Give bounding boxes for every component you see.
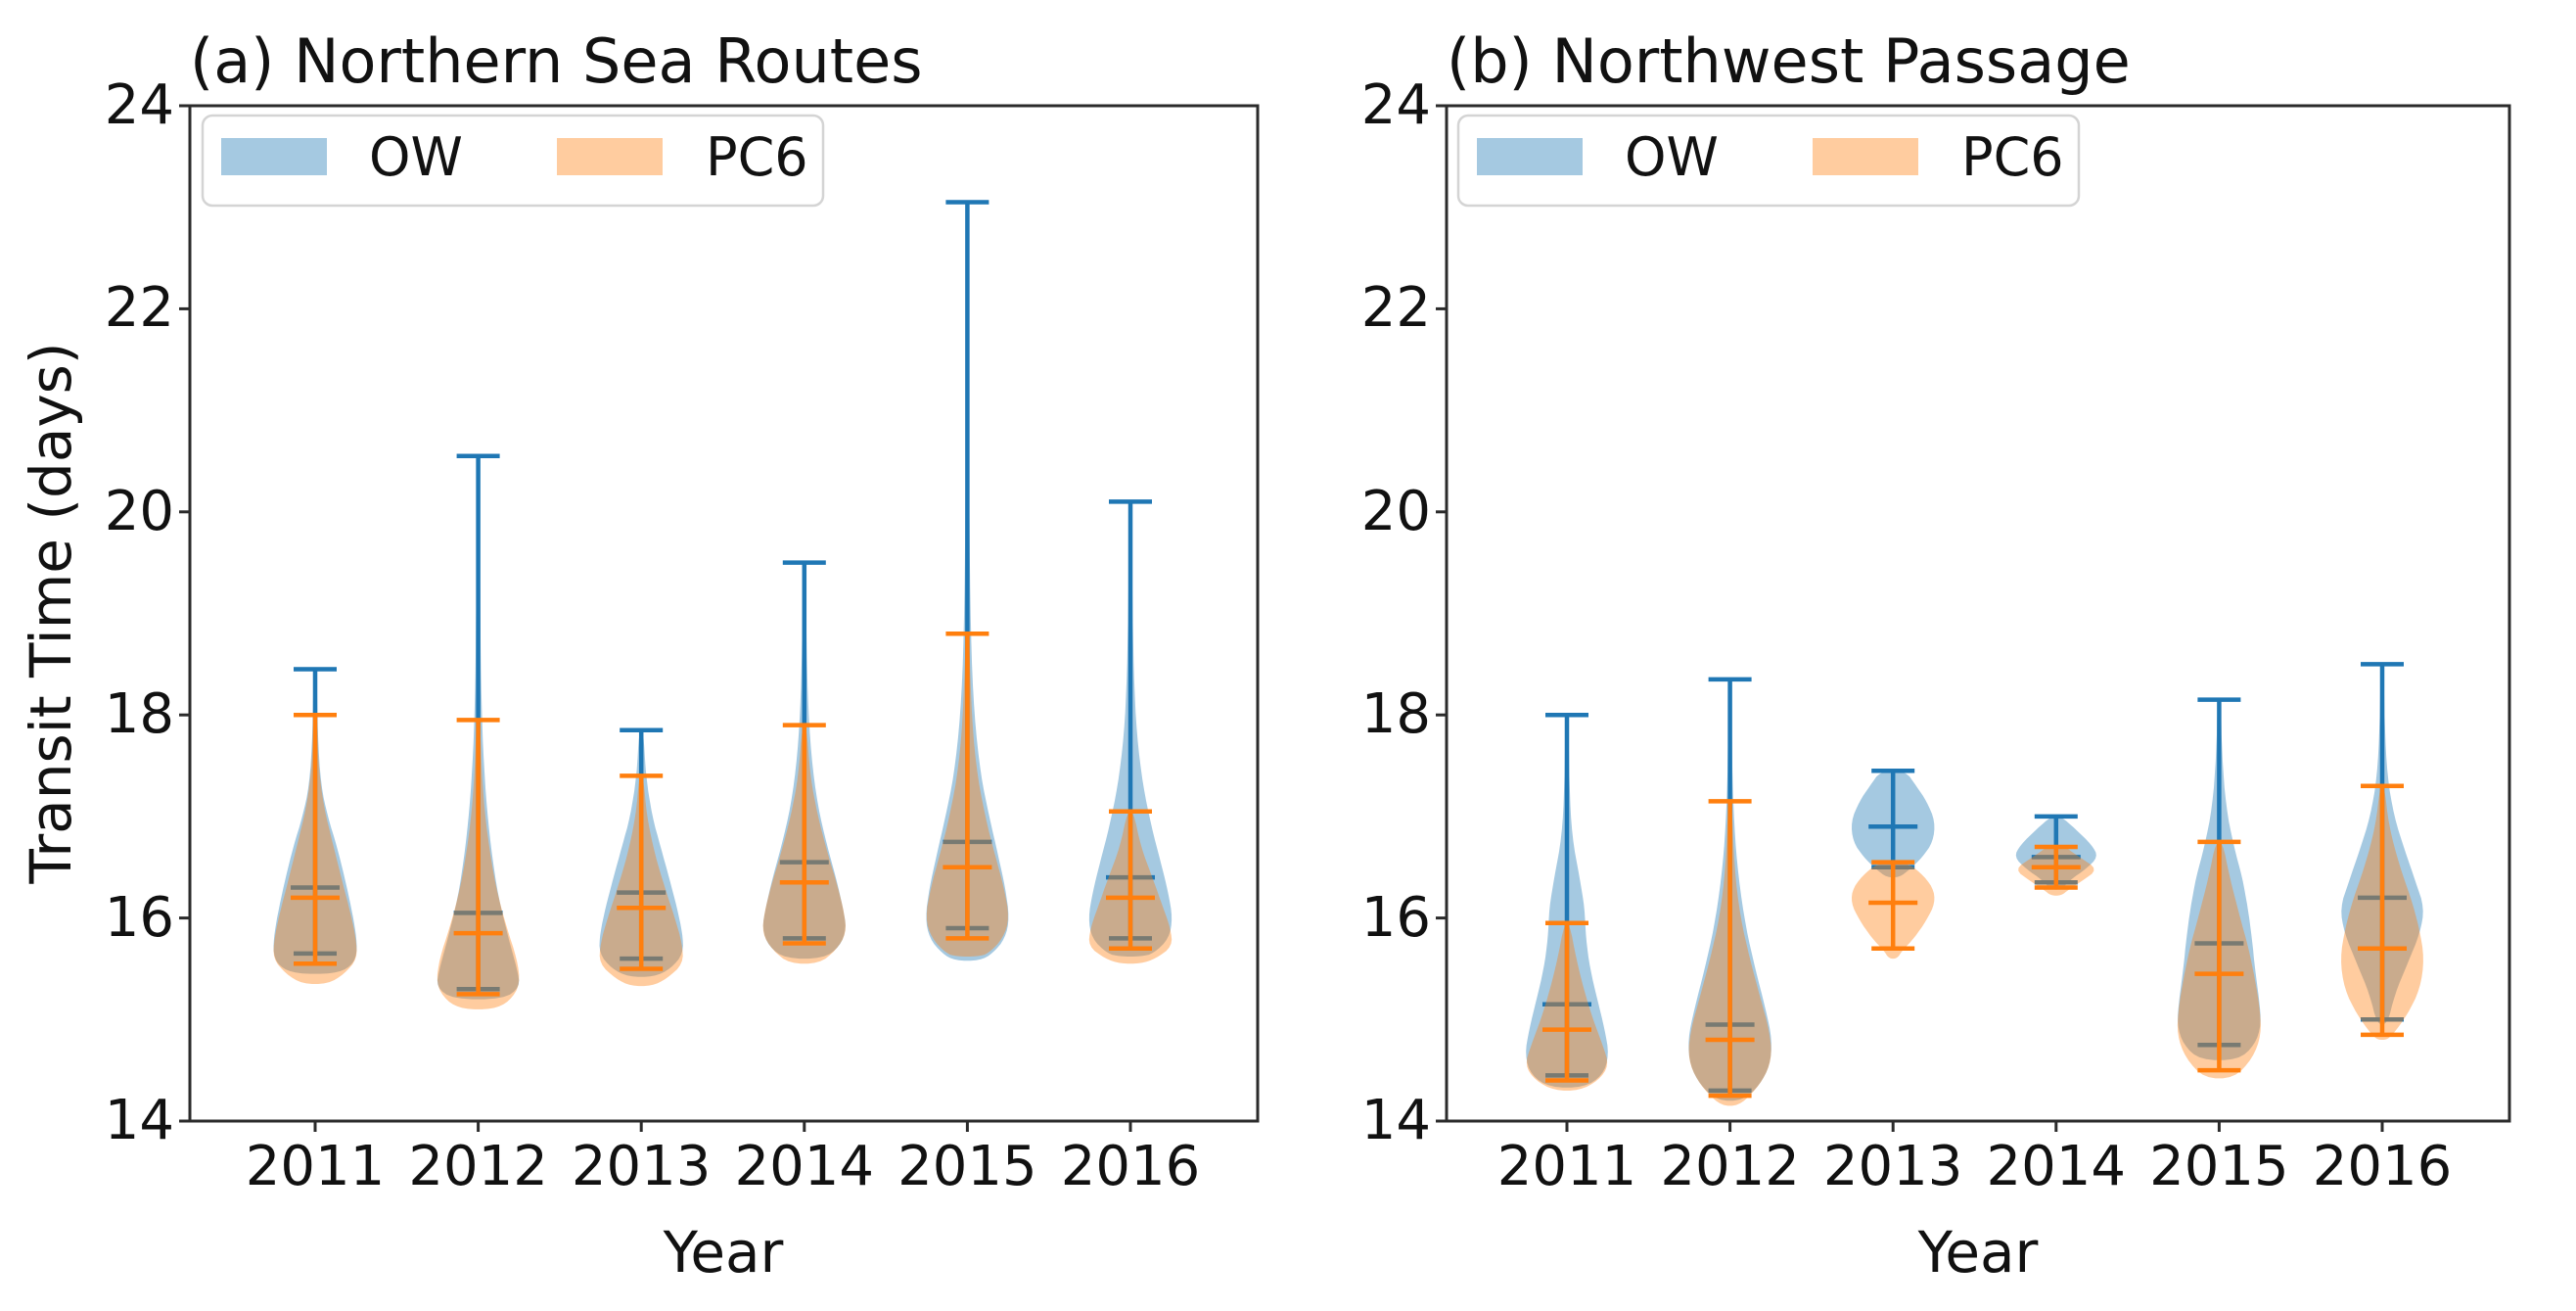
y-tick-label: 24 [1360, 73, 1431, 137]
x-tick-label: 2016 [1060, 1135, 1201, 1198]
stats-pc6-2013 [617, 773, 667, 971]
stats-pc6-2014 [779, 723, 829, 946]
stats-pc6-2013 [1868, 860, 1918, 951]
stats-pc6-2016 [1106, 809, 1155, 951]
legend-b [1456, 114, 2081, 208]
y-tick-label: 24 [104, 73, 174, 137]
stats-pc6-2011 [1542, 920, 1591, 1083]
stats-pc6-2014 [2031, 844, 2081, 890]
x-tick-label: 2013 [571, 1135, 712, 1198]
panel-a [179, 104, 1260, 1132]
stats-pc6-2015 [2194, 839, 2244, 1073]
x-tick-label: 2014 [1986, 1135, 2127, 1198]
stats-pc6-2011 [291, 712, 340, 966]
stats-pc6-2012 [453, 718, 503, 997]
x-tick-label: 2012 [408, 1135, 548, 1198]
legend-b-label-ow: OW [1625, 126, 1719, 188]
x-tick-label: 2013 [1822, 1135, 1963, 1198]
legend-b-label-pc6: PC6 [1961, 126, 2064, 188]
legend-frame [201, 114, 825, 208]
stats-pc6-2012 [1705, 799, 1755, 1099]
legend-a-label-ow: OW [369, 126, 463, 188]
y-tick-label: 22 [1360, 276, 1431, 341]
y-tick-label: 14 [1360, 1089, 1431, 1152]
legend-frame [1456, 114, 2081, 208]
axes-frame [1445, 104, 2511, 1123]
legend-swatch-pc6 [1813, 138, 1918, 175]
x-tick-label: 2011 [1496, 1135, 1637, 1198]
y-tick-label: 18 [1360, 682, 1431, 747]
x-tick-label: 2014 [734, 1135, 875, 1198]
legend-swatch-ow [221, 138, 327, 175]
axes-frame [188, 104, 1260, 1123]
y-tick-label: 14 [104, 1089, 174, 1152]
legend-a [201, 114, 825, 208]
x-tick-label: 2015 [897, 1135, 1037, 1198]
y-axis-label: Transit Time (days) [18, 342, 84, 884]
stats-pc6-2016 [2358, 783, 2407, 1038]
y-tick-label: 20 [1360, 479, 1431, 543]
y-tick-label: 16 [1360, 885, 1431, 950]
panel-b [1436, 104, 2511, 1132]
legend-swatch-ow [1477, 138, 1583, 175]
y-tick-label: 22 [104, 276, 174, 341]
panel-b-title: (b) Northwest Passage [1447, 25, 2131, 97]
legend-swatch-pc6 [557, 138, 663, 175]
x-tick-label: 2011 [245, 1135, 386, 1198]
panel-a-xlabel: Year [663, 1219, 784, 1286]
x-tick-label: 2015 [2149, 1135, 2289, 1198]
panel-b-xlabel: Year [1917, 1219, 2039, 1286]
y-tick-label: 20 [104, 479, 174, 543]
legend-a-label-pc6: PC6 [706, 126, 808, 188]
stats-pc6-2015 [943, 631, 992, 941]
x-tick-label: 2016 [2312, 1135, 2453, 1198]
x-tick-label: 2012 [1660, 1135, 1800, 1198]
panel-a-title: (a) Northern Sea Routes [190, 25, 923, 97]
y-tick-label: 16 [104, 885, 174, 950]
y-tick-label: 18 [104, 682, 174, 747]
